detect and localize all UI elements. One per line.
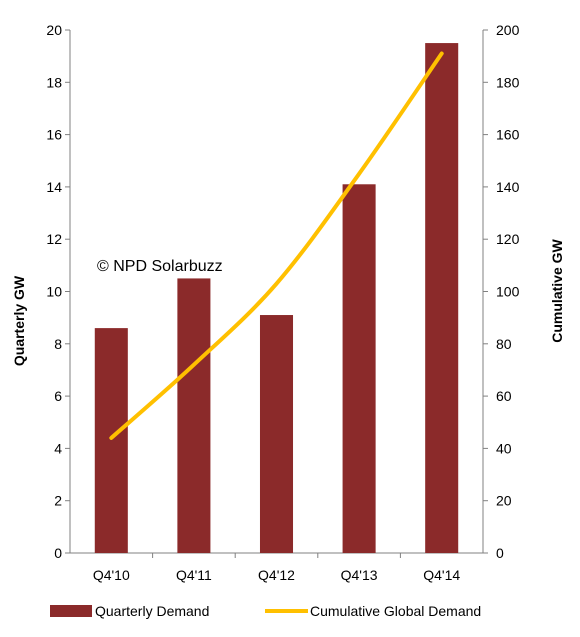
y-tick-label-left: 2 bbox=[54, 493, 62, 509]
x-tick-label: Q4'14 bbox=[423, 567, 460, 583]
y-tick-label-right: 40 bbox=[496, 440, 512, 456]
y-tick-label-left: 12 bbox=[46, 231, 62, 247]
y-tick-label-left: 10 bbox=[46, 284, 62, 300]
legend: Quarterly Demand Cumulative Global Demand bbox=[50, 603, 481, 619]
y-tick-label-right: 0 bbox=[496, 545, 504, 561]
y-axis-title-left: Quarterly GW bbox=[11, 275, 27, 366]
y-tick-label-right: 160 bbox=[496, 127, 520, 143]
bar-quarterly-demand bbox=[177, 278, 211, 553]
bar-quarterly-demand bbox=[342, 184, 376, 553]
y-tick-label-right: 120 bbox=[496, 231, 520, 247]
y-tick-label-left: 4 bbox=[54, 440, 62, 456]
y-tick-label-right: 20 bbox=[496, 493, 512, 509]
y-tick-label-left: 18 bbox=[46, 74, 62, 90]
y-axis-title-right: Cumulative GW bbox=[549, 238, 565, 342]
watermark-annotation: © NPD Solarbuzz bbox=[97, 258, 223, 275]
x-tick-label: Q4'13 bbox=[341, 567, 378, 583]
lines bbox=[109, 51, 444, 440]
line-cumulative-global-demand bbox=[109, 51, 444, 440]
bars bbox=[94, 43, 459, 553]
y-tick-label-left: 20 bbox=[46, 22, 62, 38]
y-tick-label-right: 100 bbox=[496, 284, 520, 300]
axes: 0246810121416182002040608010012014016018… bbox=[46, 22, 519, 583]
bar-quarterly-demand bbox=[425, 43, 459, 553]
y-tick-label-left: 6 bbox=[54, 388, 62, 404]
y-tick-label-left: 16 bbox=[46, 127, 62, 143]
y-tick-label-right: 180 bbox=[496, 74, 520, 90]
x-tick-label: Q4'12 bbox=[258, 567, 295, 583]
y-tick-label-right: 80 bbox=[496, 336, 512, 352]
y-tick-label-left: 0 bbox=[54, 545, 62, 561]
x-tick-label: Q4'11 bbox=[176, 567, 212, 583]
y-tick-label-right: 200 bbox=[496, 22, 520, 38]
y-tick-label-left: 8 bbox=[54, 336, 62, 352]
y-tick-label-right: 140 bbox=[496, 179, 520, 195]
legend-swatch-quarterly-demand bbox=[50, 605, 92, 617]
bar-quarterly-demand bbox=[94, 328, 128, 553]
bar-quarterly-demand bbox=[259, 315, 294, 553]
x-tick-label: Q4'10 bbox=[93, 567, 130, 583]
legend-label-cumulative-global-demand: Cumulative Global Demand bbox=[310, 603, 481, 619]
legend-label-quarterly-demand: Quarterly Demand bbox=[95, 603, 209, 619]
y-tick-label-left: 14 bbox=[46, 179, 62, 195]
y-tick-label-right: 60 bbox=[496, 388, 512, 404]
